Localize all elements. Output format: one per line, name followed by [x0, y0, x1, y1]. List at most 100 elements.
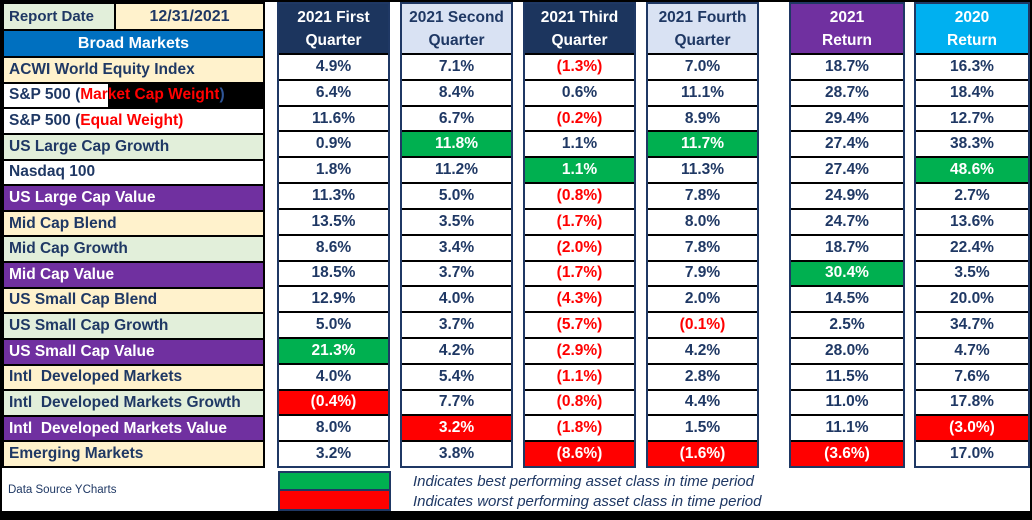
- value-cell: 8.4%: [402, 81, 511, 107]
- value-cell: 24.7%: [791, 210, 903, 236]
- value-cell: 27.4%: [791, 132, 903, 159]
- value-cell: 20.0%: [916, 287, 1028, 314]
- value-cell: 11.1%: [648, 81, 757, 107]
- row-label: US Small Cap Value: [4, 339, 263, 366]
- value-cell: 2.5%: [791, 313, 903, 339]
- value-cell: 11.6%: [279, 107, 388, 133]
- value-cell: 17.0%: [950, 445, 994, 463]
- column-q1-2021: 2021 First Quarter 4.9% 6.4% 11.6% 0.9% 1.8% 1…: [277, 2, 390, 468]
- value-cell: 1.5%: [648, 416, 757, 443]
- value-cell: 0.9%: [279, 132, 388, 159]
- value-cell: 11.5%: [791, 365, 903, 391]
- value-cell: 48.6%: [916, 158, 1028, 185]
- value-cell: (1.1%): [525, 365, 634, 391]
- value-cell: (0.2%): [525, 107, 634, 133]
- row-label: US Large Cap Value: [4, 186, 263, 212]
- row-label: Intl Developed Markets Growth: [4, 391, 263, 417]
- value-cell: (3.0%): [916, 416, 1028, 443]
- value-cell: (0.8%): [525, 184, 634, 210]
- value-cell: (8.6%): [525, 442, 634, 466]
- row-label-text: Equal Weight): [80, 112, 184, 130]
- row-label-text: ): [219, 83, 263, 108]
- row-label: Intl Developed Markets: [4, 365, 263, 392]
- row-label-text: Mid Cap Blend: [9, 214, 117, 232]
- value-cell: 3.8%: [438, 445, 475, 463]
- column-q2-2021: 2021 Second Quarter 7.1% 8.4% 6.7% 11.8% 11.2…: [400, 2, 513, 468]
- value-cell: 5.0%: [402, 184, 511, 210]
- report-date-label: Report Date: [4, 4, 116, 29]
- best-performer-swatch: [278, 471, 391, 491]
- bottom-border-bar: [0, 511, 1032, 520]
- row-label-text: US Small Cap Growth: [9, 317, 169, 335]
- row-label-text: US Small Cap Value: [9, 342, 155, 360]
- report-date-row: Report Date 12/31/2021: [4, 4, 263, 31]
- value-cell: 7.0%: [648, 55, 757, 81]
- value-cell: 4.2%: [648, 339, 757, 365]
- row-label: Intl Developed Markets Value: [4, 416, 263, 443]
- row-label-text: Mid Cap Growth: [9, 240, 128, 258]
- value-cell: 7.8%: [648, 236, 757, 262]
- row-label: S&P 500 (Equal Weight): [4, 109, 263, 135]
- row-label: US Small Cap Growth: [4, 314, 263, 340]
- value-cell: (4.3%): [525, 287, 634, 314]
- row-label-text: Mid Cap Value: [9, 265, 115, 283]
- column-return-2020: 2020 Return 16.3% 18.4% 12.7% 38.3% 48.6% 2.7%…: [914, 2, 1030, 468]
- value-cell: 34.7%: [916, 313, 1028, 339]
- value-cell: 13.5%: [279, 210, 388, 236]
- column-q3-2021: 2021 Third Quarter (1.3%) 0.6% (0.2%) 1.1% 1.…: [523, 2, 636, 468]
- column-header-q4-2021: 2021 Fourth Quarter: [648, 4, 757, 55]
- row-labels: ACWI World Equity Index S&P 500 (Mar ket C…: [4, 58, 263, 466]
- value-cell: 4.9%: [279, 55, 388, 81]
- row-label-text: Nasdaq 100: [9, 163, 96, 181]
- row-label-text: US Small Cap Blend: [9, 291, 158, 309]
- value-cell: 2.0%: [648, 287, 757, 314]
- value-cell: 30.4%: [791, 261, 903, 288]
- value-cell: 6.4%: [279, 81, 388, 107]
- row-label-text: S&P 500 (: [9, 112, 81, 130]
- column-header-q1-2021: 2021 First Quarter: [279, 4, 388, 55]
- value-cell: 6.7%: [402, 107, 511, 133]
- value-cell: 7.1%: [402, 55, 511, 81]
- legend: Indicates best performing asset class in…: [278, 471, 761, 511]
- column-header-return-2020: 2020 Return: [916, 4, 1028, 55]
- row-label: US Large Cap Growth: [4, 134, 263, 161]
- value-cell: 24.9%: [791, 184, 903, 210]
- row-label: US Small Cap Blend: [4, 288, 263, 315]
- value-cell: 18.4%: [916, 81, 1028, 107]
- row-label-text: ket Cap Weight: [107, 83, 220, 108]
- value-cell: 11.1%: [791, 416, 903, 443]
- value-cell: 21.3%: [279, 338, 388, 365]
- column-header-return-2021: 2021 Return: [791, 4, 903, 55]
- footer: Data Source YCharts Indicates best perfo…: [2, 468, 1030, 511]
- data-source-note: Data Source YCharts: [8, 484, 117, 496]
- row-label-text: US Large Cap Value: [9, 188, 156, 206]
- value-cell: 4.2%: [402, 339, 511, 365]
- value-cell: 12.7%: [916, 107, 1028, 133]
- value-cell: 11.7%: [648, 132, 757, 159]
- label-column: Report Date 12/31/2021 Broad Markets ACW…: [2, 2, 265, 468]
- value-cell: 2.7%: [916, 184, 1028, 210]
- value-cell: (0.4%): [279, 390, 388, 417]
- row-label: Mid Cap Value: [4, 263, 263, 289]
- value-cell: 3.7%: [402, 313, 511, 339]
- value-cell: 11.0%: [791, 391, 903, 417]
- value-cell: 4.4%: [648, 391, 757, 417]
- legend-text: Indicates worst performing asset class i…: [413, 492, 762, 510]
- value-cell: 14.5%: [791, 287, 903, 314]
- value-cell: 7.8%: [648, 184, 757, 210]
- value-cell: 7.7%: [402, 391, 511, 417]
- value-cell: 13.6%: [916, 210, 1028, 236]
- value-cell: (3.6%): [791, 442, 903, 466]
- row-label-text: US Large Cap Growth: [9, 137, 170, 155]
- row-label-text: Intl Developed Markets: [9, 368, 183, 386]
- row-label-text: S&P 500 (: [9, 86, 81, 104]
- value-cell: (1.8%): [525, 416, 634, 443]
- value-cell: 4.0%: [279, 365, 388, 391]
- row-label: Mid Cap Growth: [4, 237, 263, 263]
- value-cell: 22.4%: [916, 236, 1028, 262]
- row-label-text: ACWI World Equity Index: [9, 60, 195, 78]
- value-cell: 16.3%: [916, 55, 1028, 81]
- value-cell: (1.3%): [525, 55, 634, 81]
- column-q4-2021: 2021 Fourth Quarter 7.0% 11.1% 8.9% 11.7% 11.…: [646, 2, 759, 468]
- value-cell: 18.5%: [279, 262, 388, 288]
